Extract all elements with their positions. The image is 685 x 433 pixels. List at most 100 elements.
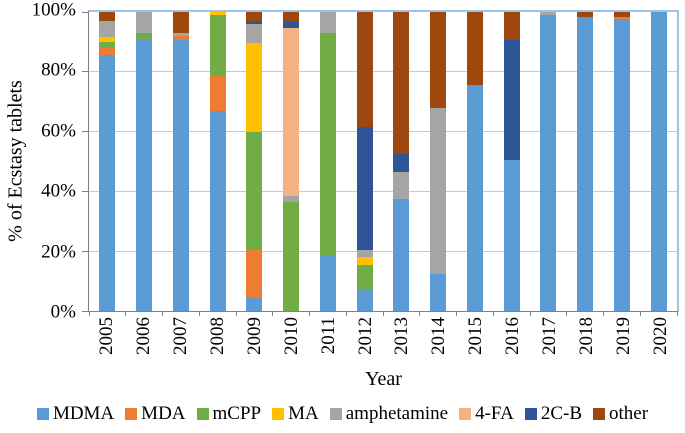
legend-item-MDA: MDA bbox=[125, 403, 186, 425]
x-tick-label-2017: 2017 bbox=[539, 317, 561, 355]
x-tick-label-2008: 2008 bbox=[206, 317, 228, 355]
x-tick-4 bbox=[235, 311, 237, 316]
bar-slot-2017 bbox=[530, 12, 567, 311]
legend-swatch-mCPP bbox=[196, 408, 209, 420]
segment-2013-MDMA bbox=[393, 198, 410, 311]
bar-slot-2012 bbox=[346, 12, 383, 311]
segment-2013-2C-B bbox=[393, 154, 410, 172]
stacked-bar-2009 bbox=[246, 12, 263, 311]
segment-2005-mCPP bbox=[99, 41, 116, 48]
segment-2009-mCPP bbox=[246, 131, 263, 250]
x-tick-6 bbox=[309, 311, 310, 316]
segment-2008-MA bbox=[209, 12, 226, 16]
bar-slot-2005 bbox=[89, 12, 126, 311]
segment-2019-MDA bbox=[613, 16, 630, 20]
bar-slot-2010 bbox=[273, 12, 310, 311]
legend-swatch-MDMA bbox=[36, 408, 49, 420]
bar-slot-2013 bbox=[383, 12, 420, 311]
bar-slot-2008 bbox=[199, 12, 236, 311]
stacked-bar-2017 bbox=[540, 12, 557, 311]
legend-label-other: other bbox=[609, 403, 649, 424]
bar-slot-2014 bbox=[420, 12, 457, 311]
stacked-bar-2005 bbox=[99, 12, 116, 311]
segment-2009-MDA bbox=[246, 249, 263, 298]
segment-2012-other bbox=[356, 12, 373, 128]
stacked-bar-2010 bbox=[283, 12, 300, 311]
segment-2009-amphetamine bbox=[246, 24, 263, 44]
segment-2016-MDMA bbox=[503, 160, 520, 311]
y-tick-label-60%: 60% bbox=[41, 120, 76, 142]
segment-2012-mCPP bbox=[356, 264, 373, 289]
legend-label-MDMA: MDMA bbox=[52, 403, 115, 424]
y-tick-20 bbox=[81, 250, 88, 252]
x-tick-label-2015: 2015 bbox=[465, 317, 487, 355]
x-tick-label-2010: 2010 bbox=[280, 317, 302, 355]
y-tick-label-20%: 20% bbox=[41, 241, 76, 263]
bars-container bbox=[89, 12, 677, 311]
x-tick-10 bbox=[456, 311, 457, 316]
stacked-bar-2013 bbox=[393, 12, 410, 311]
segment-2010-4-FA bbox=[283, 28, 300, 196]
segment-2007-other bbox=[172, 12, 189, 33]
segment-2015-MDMA bbox=[466, 85, 483, 311]
x-label-slot-2016: 2016 bbox=[494, 317, 531, 367]
x-tick-9 bbox=[419, 311, 421, 316]
gridline-40 bbox=[89, 190, 677, 192]
segment-2007-MDA bbox=[172, 35, 189, 41]
y-tick-label-80%: 80% bbox=[41, 59, 76, 81]
x-label-slot-2010: 2010 bbox=[273, 317, 310, 367]
x-tick-3 bbox=[198, 311, 200, 316]
x-axis-tick-labels: 2005 2006 2007 2008 2009 2010 2011 2012 2013 2014… bbox=[88, 317, 679, 367]
stacked-bar-2016 bbox=[503, 12, 520, 311]
legend-label-4-FA: 4-FA bbox=[475, 403, 514, 424]
x-label-slot-2015: 2015 bbox=[457, 317, 494, 367]
y-axis-tick-labels: 0% 20% 40% 60% 80% 100% bbox=[0, 1, 82, 322]
segment-2008-MDA bbox=[209, 76, 226, 111]
bar-slot-2015 bbox=[457, 12, 494, 311]
segment-2008-mCPP bbox=[209, 15, 226, 77]
x-label-slot-2005: 2005 bbox=[88, 317, 125, 367]
stacked-bar-2008 bbox=[209, 12, 226, 311]
segment-2007-MDMA bbox=[172, 40, 189, 311]
x-label-slot-2011: 2011 bbox=[310, 317, 347, 367]
bar-slot-2011 bbox=[310, 12, 347, 311]
x-axis-title: Year bbox=[365, 368, 402, 390]
x-tick-label-2020: 2020 bbox=[650, 317, 672, 355]
segment-2012-amphetamine bbox=[356, 249, 373, 258]
segment-2020-MDMA bbox=[650, 12, 667, 311]
segment-2018-other bbox=[577, 12, 594, 17]
x-tick-label-2011: 2011 bbox=[317, 317, 339, 355]
x-tick-label-2014: 2014 bbox=[428, 317, 450, 355]
x-tick-13 bbox=[566, 311, 568, 316]
y-tick-0 bbox=[81, 310, 88, 312]
legend-item-MA: MA bbox=[272, 403, 319, 425]
segment-2006-mCPP bbox=[136, 32, 153, 39]
x-tick-7 bbox=[345, 311, 347, 316]
segment-2009-2C-B bbox=[246, 21, 263, 24]
x-tick-0 bbox=[88, 311, 90, 316]
segment-2010-other bbox=[283, 12, 300, 21]
bar-slot-2019 bbox=[604, 12, 641, 311]
legend-label-amphetamine: amphetamine bbox=[345, 403, 449, 424]
stacked-bar-2015 bbox=[466, 12, 483, 311]
bar-slot-2020 bbox=[640, 12, 677, 311]
x-tick-label-2013: 2013 bbox=[391, 317, 413, 355]
bar-slot-2009 bbox=[236, 12, 273, 311]
segment-2009-other bbox=[246, 12, 263, 22]
stacked-bar-2018 bbox=[577, 12, 594, 311]
x-tick-12 bbox=[529, 311, 531, 316]
segment-2009-MA bbox=[246, 43, 263, 132]
segment-2005-amphetamine bbox=[99, 21, 116, 38]
y-tick-label-40%: 40% bbox=[41, 180, 76, 202]
y-tick-label-100%: 100% bbox=[31, 0, 76, 21]
legend-label-2C-B: 2C-B bbox=[540, 403, 582, 424]
legend-swatch-MDA bbox=[125, 408, 138, 420]
x-tick-8 bbox=[382, 311, 384, 316]
legend-item-mCPP: mCPP bbox=[196, 403, 261, 425]
plot-area bbox=[81, 10, 679, 316]
legend: MDMA MDA mCPP MA amphetamine 4-FA 2C-B other bbox=[0, 403, 685, 425]
legend-item-2C-B: 2C-B bbox=[524, 403, 582, 425]
legend-label-MA: MA bbox=[288, 403, 319, 424]
x-tick-label-2018: 2018 bbox=[576, 317, 598, 355]
